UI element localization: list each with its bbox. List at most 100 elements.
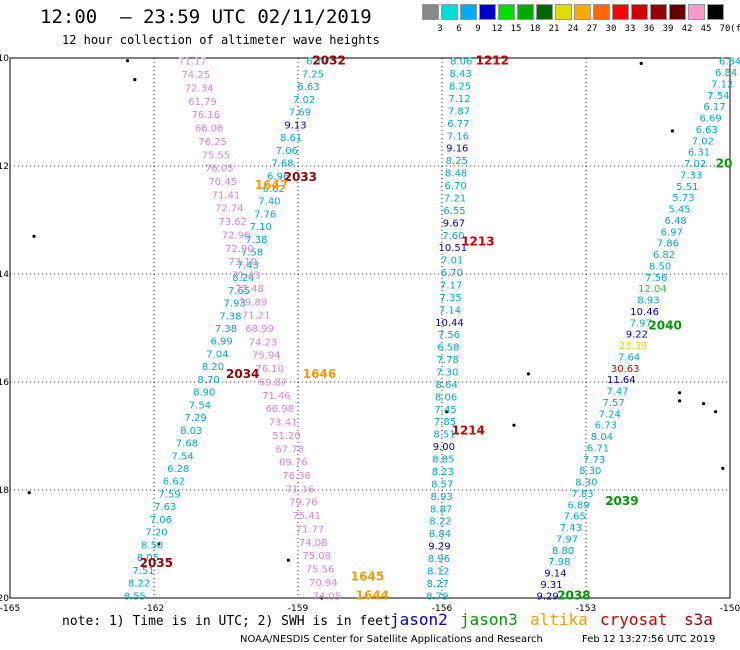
swh-value: 8.06	[450, 57, 472, 68]
swh-value: 6.62	[163, 477, 185, 488]
swh-value: 73.41	[269, 418, 298, 429]
swh-value: 72.96	[222, 230, 251, 241]
lat-tick-label: -10	[0, 54, 9, 64]
swh-value: 8.20	[202, 362, 224, 373]
swh-value: 70.45	[208, 177, 237, 188]
swh-value: 6.77	[447, 119, 469, 130]
time-label: 20	[716, 156, 733, 170]
swh-value: 8.25	[446, 156, 468, 167]
swh-value: 8.30	[575, 478, 597, 489]
swh-value: 7.54	[189, 400, 211, 411]
time-label: 1646	[303, 367, 336, 381]
swh-value: 7.68	[271, 159, 293, 170]
map-frame	[9, 57, 731, 599]
swh-value: 7.65	[564, 512, 586, 523]
swh-value: 7.51	[132, 566, 154, 577]
scale-label: 27	[586, 24, 598, 34]
swh-value: 71.17	[178, 57, 207, 68]
swh-value: 7.10	[250, 222, 272, 233]
scale-label: 15	[510, 24, 522, 34]
swh-value: 66.98	[265, 404, 294, 415]
swh-value: 7.86	[657, 239, 679, 250]
swh-value: 7.93	[224, 299, 246, 310]
swh-value: 6.89	[568, 500, 590, 511]
swh-value: 75.56	[306, 565, 335, 576]
swh-value: 6.63	[297, 82, 319, 93]
swh-value: 8.05	[137, 553, 159, 564]
scale-swatch	[441, 4, 458, 20]
swh-value: 12.04	[638, 284, 667, 295]
swh-value: 8.23	[432, 467, 454, 478]
swh-value: 7.83	[571, 489, 593, 500]
swh-value: 7.85	[434, 417, 456, 428]
swh-value: 7.25	[302, 69, 324, 80]
swh-value: 7.29	[184, 413, 206, 424]
island	[32, 234, 36, 238]
swh-value: 69.87	[259, 377, 288, 388]
island	[714, 410, 718, 414]
swh-value: 8.93	[431, 492, 453, 503]
swh-value: 7.68	[176, 439, 198, 450]
swh-value: 9.16	[446, 144, 468, 155]
swh-value: 71.41	[212, 190, 241, 201]
lon-tick-label: -150	[720, 604, 740, 614]
swh-value: 8.90	[193, 388, 215, 399]
swh-value: 7.60	[442, 231, 464, 242]
swh-value: 7.47	[606, 387, 628, 398]
scale-label: 12	[491, 24, 503, 34]
island	[678, 391, 682, 395]
swh-value: 76.10	[255, 364, 284, 375]
swh-value: 7.45	[434, 405, 456, 416]
swh-value: 6.63	[696, 125, 718, 136]
scale-swatch	[574, 4, 591, 20]
legend-row: note: 1) Time is in UTC; 2) SWH is in fe…	[0, 610, 740, 632]
time-label: 2034	[226, 367, 259, 381]
legend-jason3: jason3	[460, 610, 518, 629]
lon-tick-label: -162	[144, 604, 164, 614]
swh-value: 72.48	[235, 284, 264, 295]
swh-value: 7.38	[245, 235, 267, 246]
island	[133, 78, 137, 82]
swh-value: 7.17	[440, 280, 462, 291]
scale-swatch	[612, 4, 629, 20]
legend-altika: altika	[530, 610, 588, 629]
island	[320, 596, 324, 600]
lon-tick-label: -153	[576, 604, 596, 614]
swh-value: 8.04	[591, 432, 613, 443]
swh-value: 8.22	[429, 517, 451, 528]
swh-value: 67.78	[276, 444, 305, 455]
page-title: 12:00 – 23:59 UTC 02/11/2019	[40, 6, 372, 28]
scale-swatch	[422, 4, 439, 20]
swh-value: 76.25	[198, 137, 227, 148]
island	[702, 402, 706, 406]
swh-value: 7.63	[154, 502, 176, 513]
scale-label: 42	[681, 24, 693, 34]
swh-value: 7.16	[447, 131, 469, 142]
time-label: 1212	[476, 54, 509, 68]
swh-value: 7.02	[684, 159, 706, 170]
swh-value: 8.24	[232, 273, 254, 284]
swh-value: 8.79	[426, 591, 448, 602]
swh-value: 7.02	[293, 95, 315, 106]
swh-value: 7.30	[436, 368, 458, 379]
scale-label: 30	[605, 24, 617, 34]
scale-swatch	[479, 4, 496, 20]
swh-value: 7.54	[171, 451, 193, 462]
swh-value: 71.77	[296, 524, 325, 535]
swh-value: 7.43	[560, 523, 582, 534]
swh-value: 9.29	[536, 591, 558, 602]
swh-value: 73.10	[228, 257, 257, 268]
swh-value: 6.31	[688, 148, 710, 159]
swh-value: 6.99	[211, 337, 233, 348]
scale-label: 21	[548, 24, 560, 34]
swh-value: 7.12	[711, 79, 733, 90]
swh-value: 7.38	[215, 324, 237, 335]
swh-value: 7.87	[448, 106, 470, 117]
swh-value: 76.36	[282, 471, 311, 482]
swh-value: 7.57	[602, 398, 624, 409]
swh-value: 7.12	[448, 94, 470, 105]
swh-value: 5.51	[676, 182, 698, 193]
scale-swatch	[688, 4, 705, 20]
